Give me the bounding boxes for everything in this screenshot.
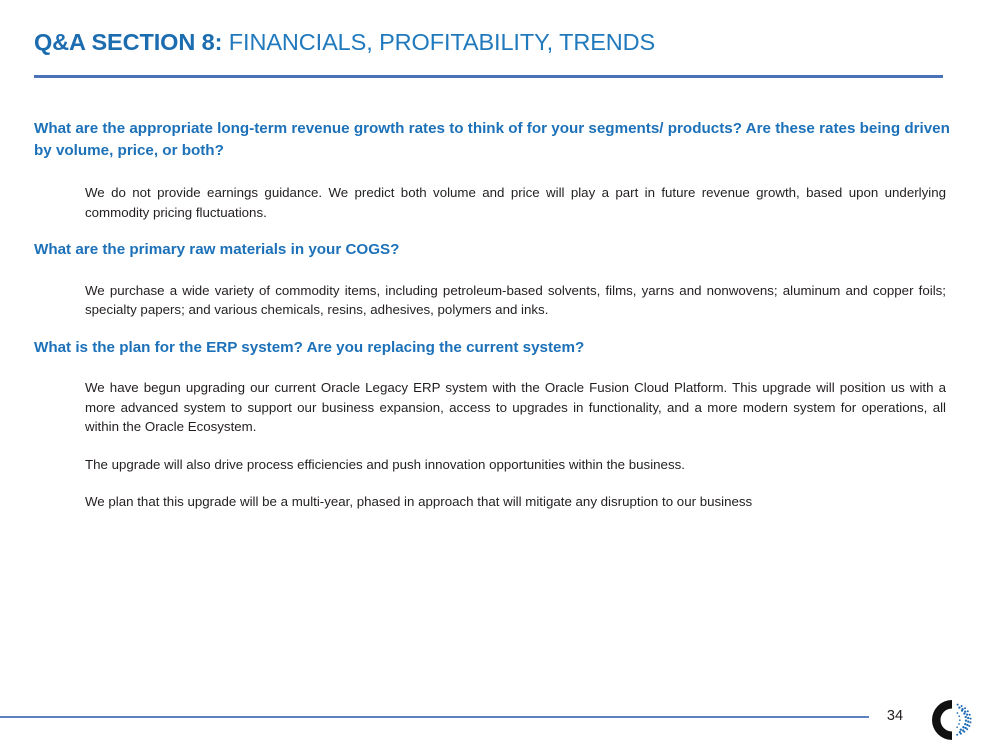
answer-paragraph-3-3: We plan that this upgrade will be a mult…: [85, 494, 753, 509]
qa-content: What are the appropriate long-term reven…: [0, 118, 999, 512]
answer-paragraph-1-1: We do not provide earnings guidance. We …: [85, 185, 946, 220]
page-title: Q&A SECTION 8: FINANCIALS, PROFITABILITY…: [34, 28, 944, 56]
header-divider: [34, 75, 943, 78]
qa-block-2: What are the primary raw materials in yo…: [0, 239, 999, 320]
qa-block-3: What is the plan for the ERP system? Are…: [0, 337, 999, 512]
company-logo-icon: [932, 700, 972, 740]
page-title-strong: Q&A SECTION 8:: [34, 29, 223, 55]
answer-paragraph-2-1: We purchase a wide variety of commodity …: [85, 282, 946, 318]
question-heading-3: What is the plan for the ERP system? Are…: [34, 338, 585, 356]
question-heading-1: What are the appropriate long-term reven…: [34, 120, 950, 159]
question-heading-2: What are the primary raw materials in yo…: [34, 241, 400, 258]
answer-paragraph-3-1: We have begun upgrading our current Orac…: [85, 380, 946, 434]
page-title-light: FINANCIALS, PROFITABILITY, TRENDS: [222, 29, 656, 55]
qa-block-1: What are the appropriate long-term reven…: [0, 118, 999, 222]
answer-paragraph-3-2: The upgrade will also drive process effi…: [85, 456, 685, 472]
footer-divider: [0, 716, 869, 718]
page-number: 34: [886, 708, 904, 724]
company-logo: [929, 697, 975, 743]
